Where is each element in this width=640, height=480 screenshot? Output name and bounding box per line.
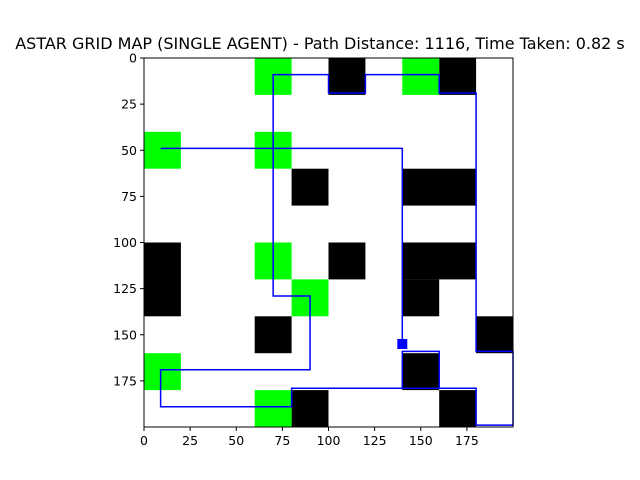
obstacle-cell xyxy=(328,242,366,280)
obstacle-cell xyxy=(254,316,292,354)
x-tick-label: 125 xyxy=(363,433,387,448)
obstacle-cell xyxy=(439,390,477,427)
y-tick-label: 150 xyxy=(113,327,137,342)
x-tick-label: 100 xyxy=(317,433,341,448)
obstacle-cell xyxy=(439,58,477,95)
x-tick-label: 150 xyxy=(409,433,433,448)
x-tick-label: 25 xyxy=(182,433,198,448)
y-tick-label: 75 xyxy=(121,189,137,204)
obstacle-cell xyxy=(291,390,329,427)
obstacle-cell xyxy=(402,168,477,206)
y-axis: 0 25 50 75 100 125 150 175 xyxy=(113,51,144,388)
x-tick-label: 0 xyxy=(140,433,148,448)
goal-cell xyxy=(254,390,292,427)
obstacle-cell xyxy=(291,168,329,206)
y-tick-label: 50 xyxy=(121,143,137,158)
x-tick-label: 75 xyxy=(274,433,290,448)
grid-cells xyxy=(144,58,513,427)
y-tick-label: 0 xyxy=(129,51,137,66)
x-axis: 0 25 50 75 100 125 150 175 xyxy=(140,427,479,448)
y-tick-label: 25 xyxy=(121,97,137,112)
obstacle-cell xyxy=(476,316,513,354)
x-tick-label: 50 xyxy=(228,433,244,448)
goal-cell xyxy=(402,58,440,95)
y-tick-label: 175 xyxy=(113,373,137,388)
obstacle-cell xyxy=(328,58,366,95)
chart-title: ASTAR GRID MAP (SINGLE AGENT) - Path Dis… xyxy=(15,34,625,53)
obstacle-cell xyxy=(144,242,181,317)
obstacle-cell xyxy=(402,242,477,280)
goal-cell xyxy=(144,131,181,169)
y-tick-label: 125 xyxy=(113,281,137,296)
agent-marker xyxy=(397,338,408,349)
obstacle-cell xyxy=(402,279,440,317)
obstacle-cell xyxy=(402,353,440,391)
x-tick-label: 175 xyxy=(455,433,479,448)
y-tick-label: 100 xyxy=(113,235,137,250)
goal-cell xyxy=(144,353,181,391)
